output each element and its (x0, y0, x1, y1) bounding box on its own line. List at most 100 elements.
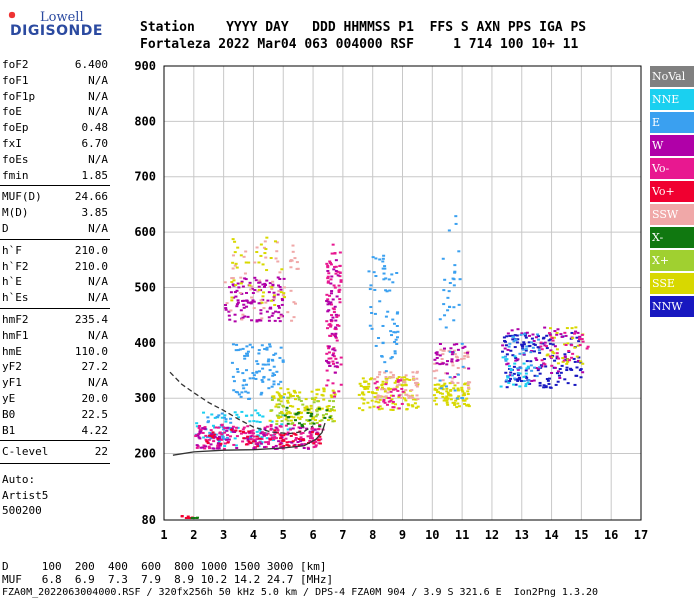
echo-point (433, 399, 437, 402)
echo-point (316, 428, 320, 431)
echo-point (581, 371, 585, 374)
echo-point (389, 399, 393, 402)
echo-point (277, 392, 281, 395)
echo-point (272, 380, 276, 383)
echo-point (259, 309, 263, 312)
param-value: N/A (88, 73, 108, 87)
footer-muf-row: MUF 6.8 6.9 7.3 7.9 8.9 10.2 14.2 24.7 [… (2, 573, 334, 586)
echo-point (403, 381, 407, 384)
echo-point (282, 434, 286, 437)
echo-point (292, 444, 296, 447)
echo-point (562, 359, 566, 362)
echo-point (318, 442, 322, 445)
x-tick-label: 10 (425, 528, 439, 542)
echo-point (377, 373, 381, 376)
echo-point (532, 339, 536, 342)
echo-point (315, 413, 319, 416)
echo-point (555, 348, 559, 351)
echo-point (395, 377, 399, 380)
echo-point (246, 301, 250, 304)
echo-point (219, 438, 223, 441)
echo-point (463, 355, 467, 358)
echo-point (335, 324, 339, 327)
echo-point (504, 359, 508, 362)
echo-point (188, 517, 192, 519)
echo-point (377, 401, 381, 404)
echo-point (338, 251, 342, 254)
echo-point (251, 440, 255, 443)
y-tick-label: 80 (142, 513, 156, 527)
echo-point (281, 412, 285, 415)
echo-point (566, 382, 570, 385)
echo-point (516, 358, 520, 361)
echo-point (331, 420, 335, 423)
echo-point (332, 334, 336, 337)
echo-point (278, 278, 282, 281)
echo-point (241, 428, 245, 431)
echo-point (328, 261, 332, 264)
echo-point (282, 444, 286, 447)
echo-point (404, 389, 408, 392)
echo-point (315, 421, 319, 424)
echo-point (361, 409, 365, 412)
echo-point (326, 275, 330, 278)
echo-point (273, 433, 277, 436)
echo-point (201, 431, 205, 434)
echo-point (442, 303, 446, 306)
echo-point (389, 394, 393, 397)
panel-separator (0, 308, 110, 309)
echo-point (279, 397, 283, 400)
echo-point (511, 335, 515, 338)
echo-point (413, 402, 417, 405)
echo-point (515, 334, 519, 337)
echo-point (198, 437, 202, 440)
echo-point (326, 361, 330, 364)
param-name: M(D) (2, 206, 29, 220)
echo-point (555, 331, 559, 334)
echo-point (525, 345, 529, 348)
echo-point (579, 376, 583, 379)
echo-point (400, 402, 404, 405)
echo-point (540, 365, 544, 368)
echo-point (218, 432, 222, 435)
echo-point (213, 435, 217, 438)
echo-point (455, 406, 459, 409)
echo-point (234, 429, 238, 432)
echo-point (249, 288, 253, 291)
echo-point (241, 384, 245, 387)
param-value: 210.0 (74, 259, 108, 273)
echo-point (384, 376, 388, 379)
echo-point (536, 346, 540, 349)
echo-point (446, 309, 450, 312)
echo-point (381, 267, 385, 270)
echo-point (399, 383, 403, 386)
echo-point (338, 288, 342, 291)
echo-point (202, 436, 206, 439)
echo-point (246, 391, 250, 394)
echo-point (297, 438, 301, 441)
echo-point (207, 420, 211, 423)
echo-point (383, 401, 387, 404)
echo-point (376, 394, 380, 397)
echo-point (332, 355, 336, 358)
echo-point (261, 415, 265, 418)
echo-point (518, 372, 522, 375)
echo-point (397, 394, 401, 397)
echo-point (581, 362, 585, 365)
echo-point (258, 441, 262, 444)
echo-point (280, 436, 284, 439)
param-value: 1.85 (81, 168, 109, 182)
echo-point (271, 446, 275, 449)
echo-point (308, 439, 312, 442)
echo-point (286, 433, 290, 436)
echo-point (330, 417, 334, 420)
echo-point (540, 348, 544, 351)
echo-point (281, 294, 285, 297)
echo-point (443, 278, 447, 281)
echo-point (443, 347, 447, 350)
echo-point (240, 280, 244, 283)
echo-point (233, 313, 237, 316)
echo-point (233, 291, 237, 294)
echo-point (333, 252, 337, 255)
echo-point (556, 328, 560, 331)
